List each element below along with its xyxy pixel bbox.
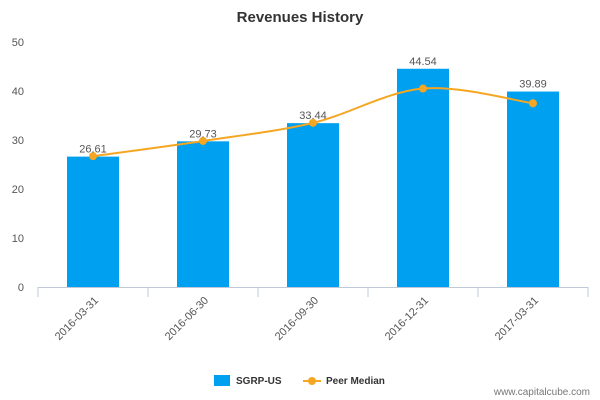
peer-median-point xyxy=(529,99,537,108)
y-tick-label: 50 xyxy=(12,37,24,49)
x-tick-label: 2016-03-31 xyxy=(53,295,101,343)
data-labels: 26.61 29.73 33.44 44.54 39.89 xyxy=(79,56,547,156)
y-tick-label: 0 xyxy=(18,282,24,294)
source-credit: www.capitalcube.com xyxy=(493,387,590,398)
y-tick-label: 30 xyxy=(12,135,24,147)
bar-series xyxy=(67,68,559,287)
legend-swatch-sgrp-us xyxy=(214,375,230,386)
legend-label-peer-median: Peer Median xyxy=(326,376,385,387)
bar-sgrp-us xyxy=(397,68,449,287)
x-tick-label: 2016-09-30 xyxy=(273,295,321,343)
x-tick-label: 2017-03-31 xyxy=(493,295,541,343)
x-tick-label: 2016-06-30 xyxy=(163,295,211,343)
data-label: 39.89 xyxy=(519,79,547,91)
y-tick-label: 10 xyxy=(12,233,24,245)
chart-title: Revenues History xyxy=(237,9,364,26)
bar-sgrp-us xyxy=(287,123,339,287)
legend-marker-peer-median xyxy=(308,377,316,385)
peer-median-point xyxy=(419,84,427,93)
data-label: 44.54 xyxy=(409,56,437,68)
y-axis: 0 10 20 30 40 50 xyxy=(12,37,24,294)
peer-median-series xyxy=(89,84,537,161)
legend: SGRP-US Peer Median xyxy=(214,375,385,387)
data-label: 33.44 xyxy=(299,110,327,122)
peer-median-point xyxy=(309,118,317,127)
data-label: 29.73 xyxy=(189,128,217,140)
bar-sgrp-us xyxy=(67,156,119,287)
data-label: 26.61 xyxy=(79,144,107,156)
y-tick-label: 20 xyxy=(12,184,24,196)
peer-median-point xyxy=(89,152,97,161)
bar-sgrp-us xyxy=(507,91,559,287)
legend-label-sgrp-us: SGRP-US xyxy=(236,376,282,387)
x-axis: 2016-03-31 2016-06-30 2016-09-30 2016-12-31… xyxy=(37,287,589,343)
x-tick-label: 2016-12-31 xyxy=(383,295,431,343)
y-tick-label: 40 xyxy=(12,86,24,98)
bar-sgrp-us xyxy=(177,141,229,287)
peer-median-point xyxy=(199,136,207,145)
